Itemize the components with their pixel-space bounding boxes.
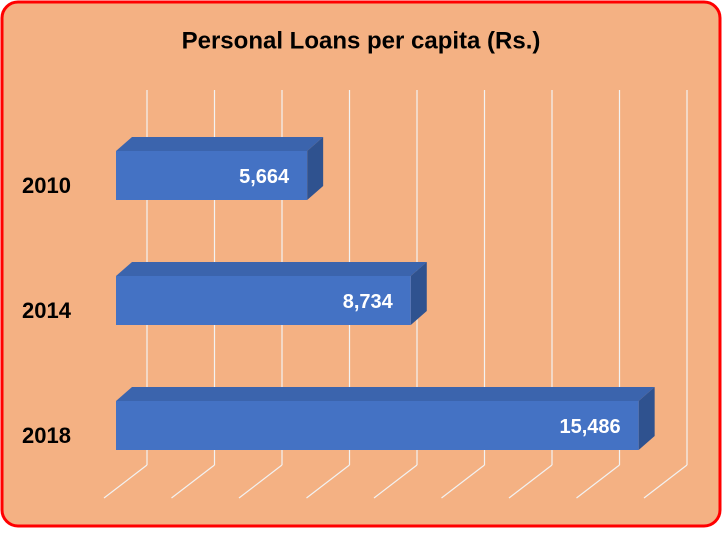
bar-side [307, 137, 324, 200]
bar [116, 401, 639, 450]
floor-grid-line [643, 464, 688, 499]
y-tick-label: 2010 [22, 173, 71, 198]
floor-grid-line [103, 464, 148, 499]
bar-top [116, 137, 324, 151]
bar-top [116, 262, 427, 276]
floor-grid-line [306, 464, 350, 499]
floor-grid-line [171, 464, 215, 499]
value-label: 8,734 [343, 291, 394, 313]
y-tick-label: 2018 [22, 423, 71, 448]
floor-grid-line [373, 464, 418, 499]
bar-side [638, 387, 655, 450]
value-label: 5,664 [239, 166, 290, 188]
floor-grid-line [238, 464, 283, 499]
value-label: 15,486 [559, 416, 620, 438]
bar [116, 276, 411, 325]
bar-side [410, 262, 427, 325]
floor-grid-line [576, 464, 620, 499]
y-tick-label: 2014 [22, 298, 72, 323]
bar-top [116, 387, 655, 401]
floor-grid-line [508, 464, 553, 499]
bar [116, 151, 308, 200]
chart-title: Personal Loans per capita (Rs.) [182, 27, 541, 54]
floor-grid-line [441, 464, 485, 499]
